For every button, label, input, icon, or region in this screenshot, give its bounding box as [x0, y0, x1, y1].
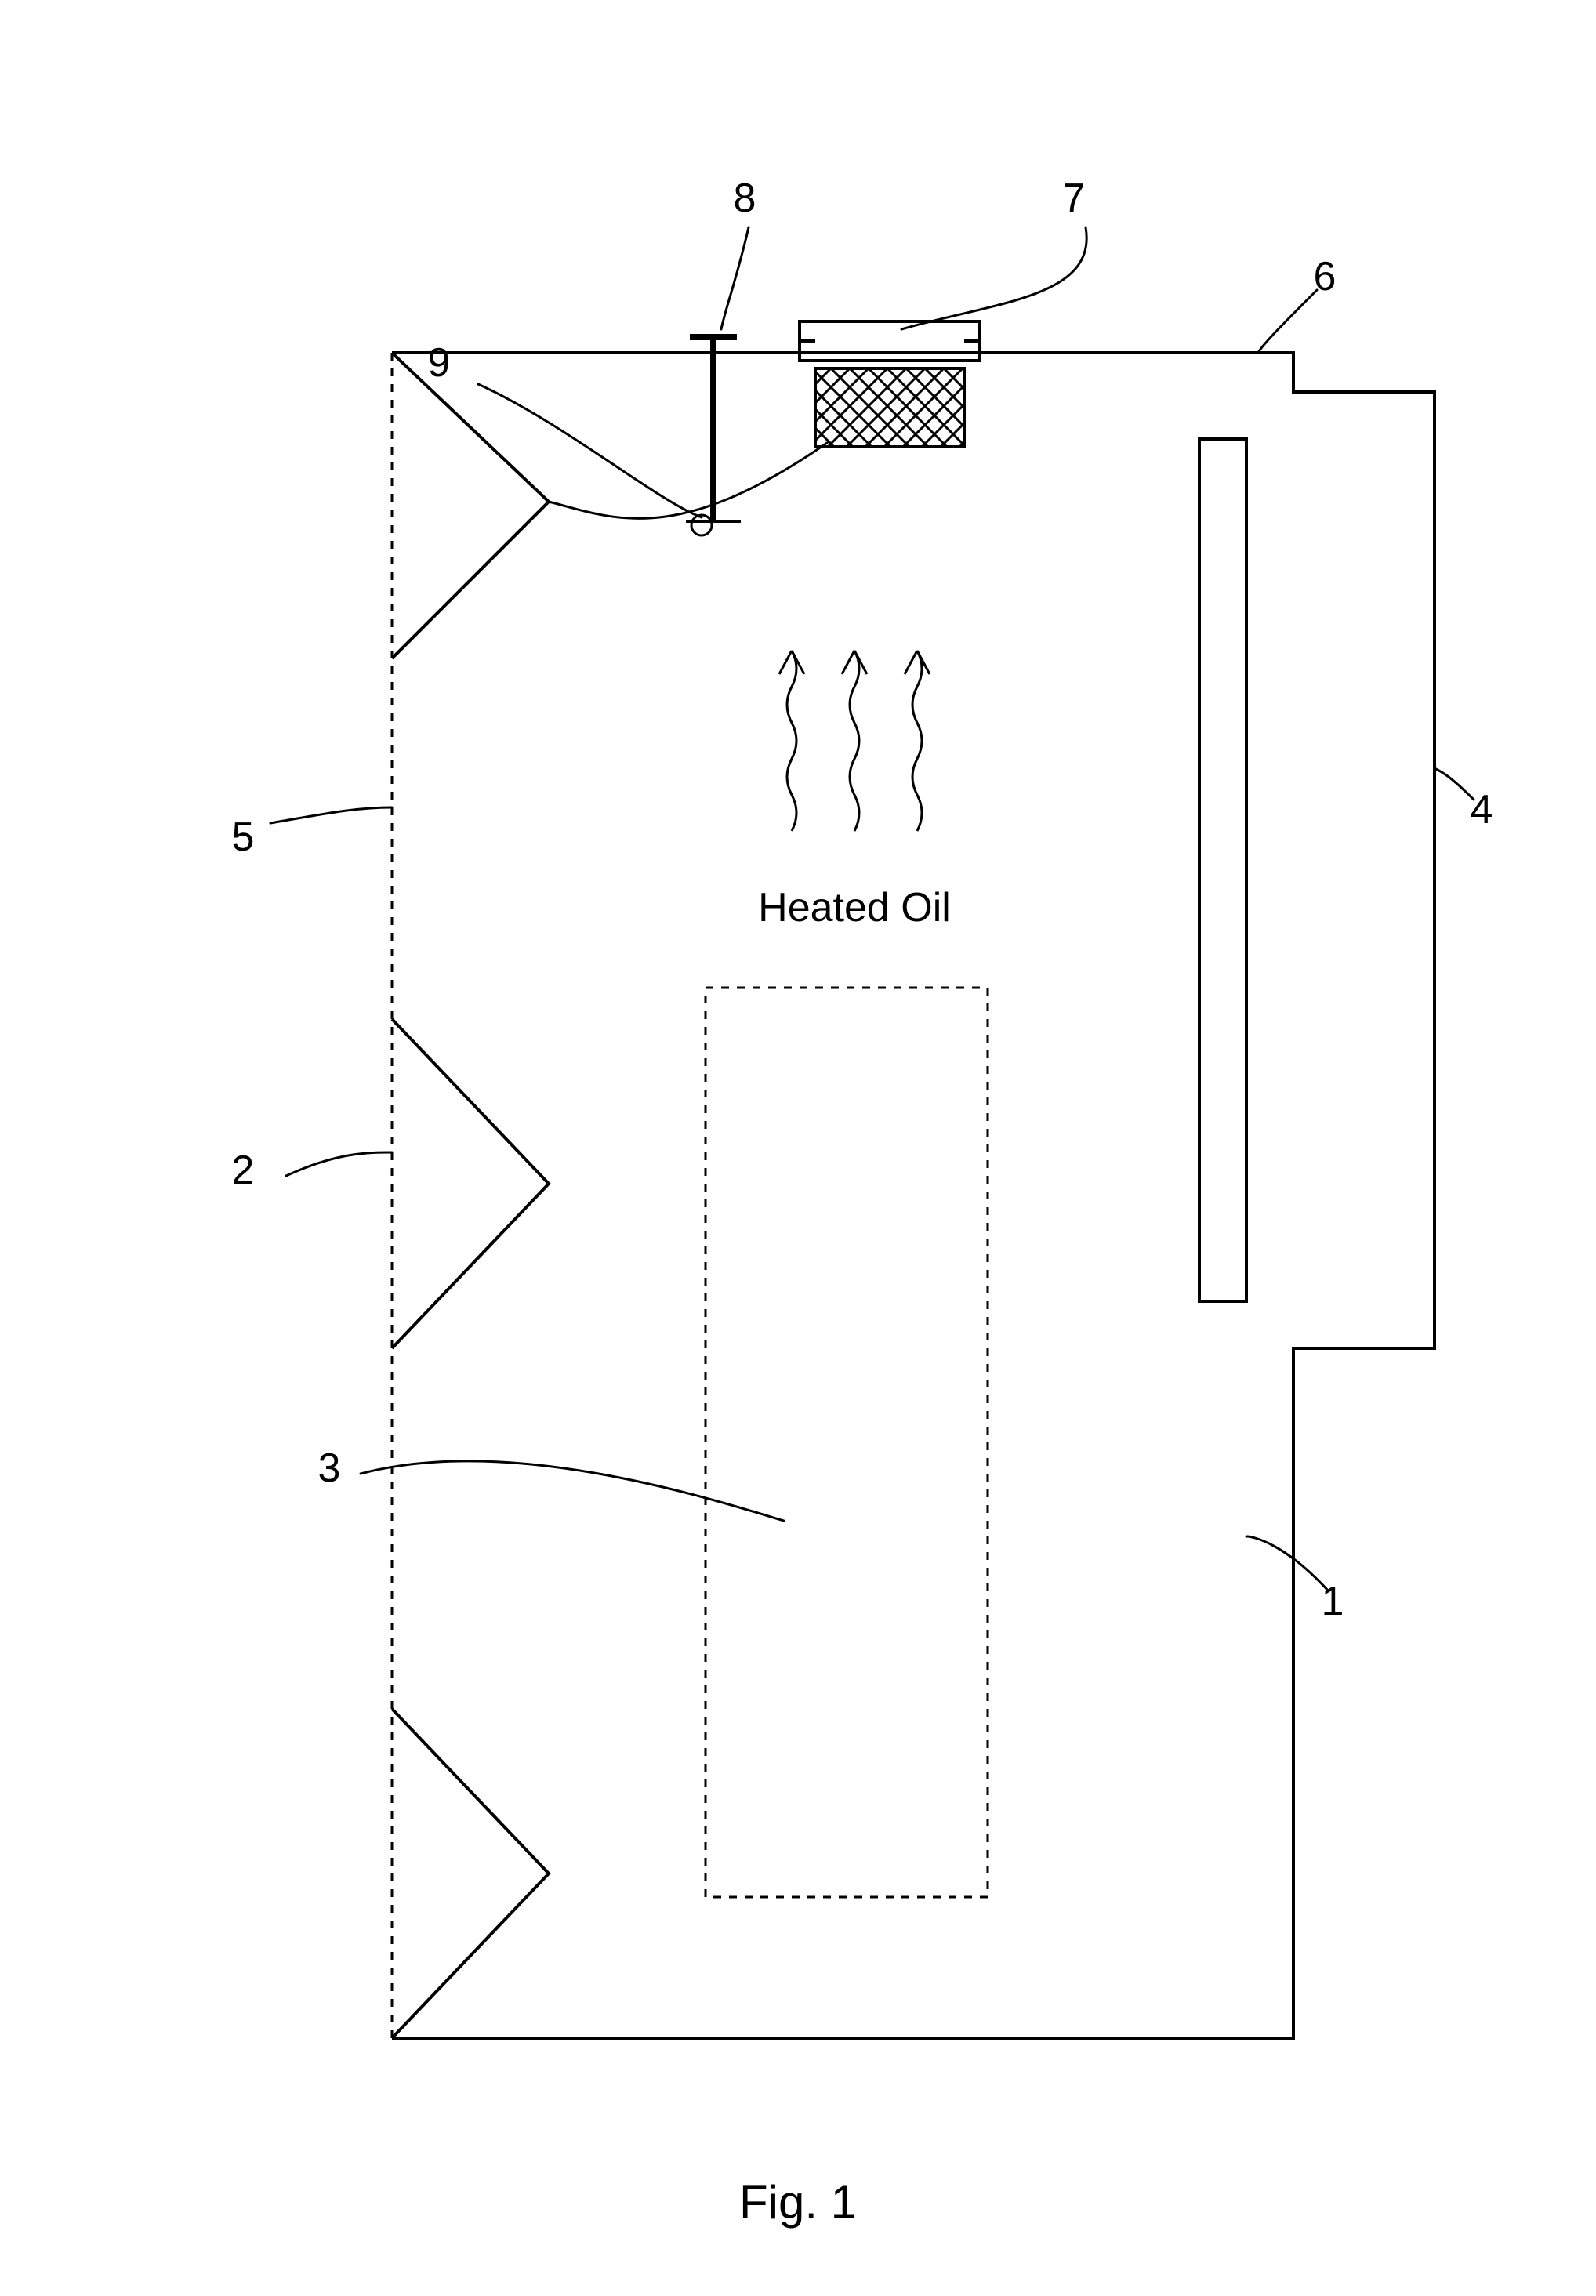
ref-label-9: 9	[428, 340, 451, 386]
ref-label-6: 6	[1314, 254, 1337, 299]
ref-label-3: 3	[318, 1445, 341, 1491]
heated-oil-label: Heated Oil	[758, 885, 951, 930]
figure-svg: Heated Oil 1 2 3 4 5 6 7 8 9 Fig. 1	[0, 0, 1596, 2296]
figure-caption: Fig. 1	[739, 2176, 857, 2229]
ref-label-7: 7	[1063, 176, 1086, 221]
ref-label-4: 4	[1471, 787, 1493, 832]
ref-label-5: 5	[232, 814, 255, 860]
ref-label-1: 1	[1322, 1579, 1344, 1624]
ref-label-2: 2	[232, 1148, 255, 1193]
ref-label-8: 8	[734, 176, 756, 221]
